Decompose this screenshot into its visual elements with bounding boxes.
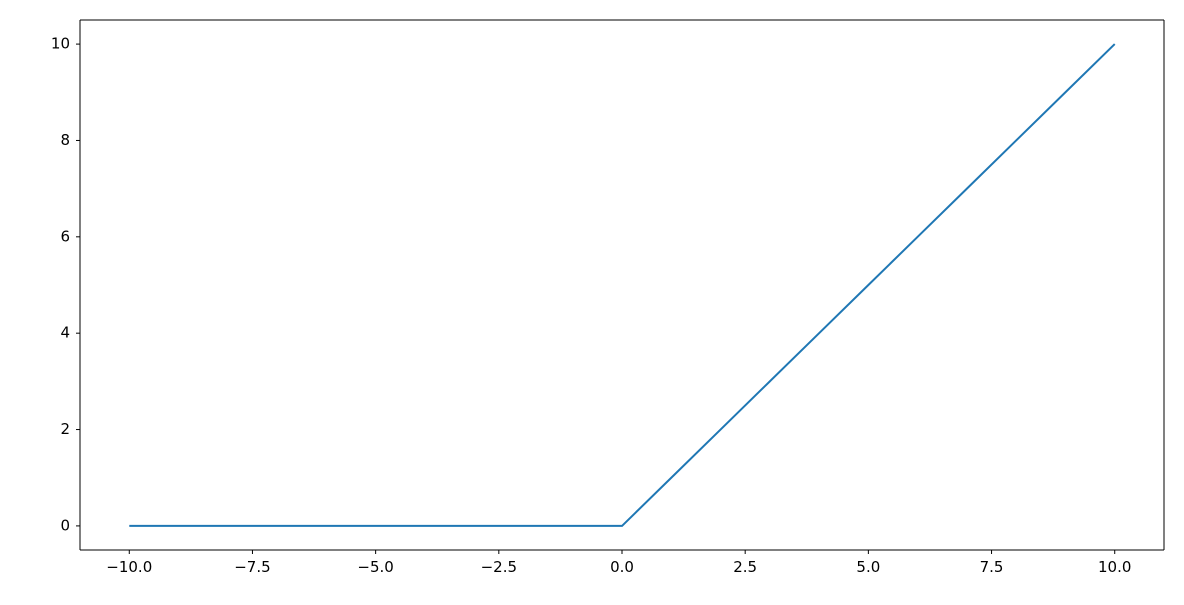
x-tick-label: 7.5 bbox=[980, 558, 1004, 576]
x-tick-label: 5.0 bbox=[856, 558, 880, 576]
y-tick-label: 0 bbox=[60, 516, 70, 534]
y-tick-label: 2 bbox=[60, 420, 70, 438]
y-tick-label: 10 bbox=[51, 35, 70, 53]
x-tick-label: 2.5 bbox=[733, 558, 757, 576]
plot-area bbox=[80, 20, 1164, 550]
y-tick-label: 8 bbox=[60, 131, 70, 149]
x-tick-label: −5.0 bbox=[357, 558, 393, 576]
x-tick-label: 0.0 bbox=[610, 558, 634, 576]
y-tick-label: 4 bbox=[60, 324, 70, 342]
x-tick-label: −10.0 bbox=[106, 558, 152, 576]
chart-figure: −10.0 −7.5 −5.0 −2.5 0.0 2.5 5.0 7.5 10.0 0 2 4 6 8 10 bbox=[0, 0, 1184, 605]
x-tick-label: 10.0 bbox=[1098, 558, 1131, 576]
x-tick-label: −2.5 bbox=[481, 558, 517, 576]
x-tick-label: −7.5 bbox=[234, 558, 270, 576]
y-tick-label: 6 bbox=[60, 227, 70, 245]
chart-svg: −10.0 −7.5 −5.0 −2.5 0.0 2.5 5.0 7.5 10.0 0 2 4 6 8 10 bbox=[0, 0, 1184, 605]
